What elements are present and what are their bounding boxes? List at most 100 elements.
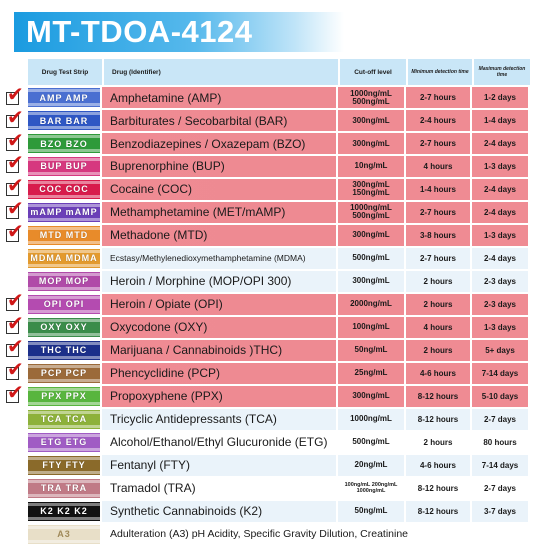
max-detection-time: 3-7 days <box>472 500 528 522</box>
title-banner: MT-TDOA-4124 <box>14 12 344 52</box>
drug-name: Propoxyphene (PPX) <box>102 385 336 407</box>
test-strip-swatch: BAR BAR <box>28 111 100 131</box>
table-row: ✔ BUP BUP Buprenorphine (BUP) 10ng/mL 4 hour… <box>4 152 546 178</box>
min-detection-time: 8-12 hours <box>406 477 470 499</box>
checkbox[interactable]: ✔ <box>4 198 26 222</box>
strip-code: BAR BAR <box>39 115 89 126</box>
checkbox-box <box>6 137 19 151</box>
checkbox-box <box>6 160 19 174</box>
checkbox[interactable]: ✔ <box>4 359 26 383</box>
strip-code: MOP MOP <box>38 276 90 287</box>
drug-name: Heroin / Morphine (MOP/OPI 300) <box>102 270 336 292</box>
cutoff-level: 300ng/mL <box>338 224 404 246</box>
checkbox[interactable] <box>4 271 26 291</box>
header-drug: Drug (Identifier) <box>104 59 338 85</box>
checkbox[interactable] <box>4 248 26 268</box>
checkbox[interactable]: ✔ <box>4 106 26 131</box>
drug-name: Marijuana / Cannabinoids )THC) <box>102 339 336 361</box>
checkbox-box <box>6 298 19 312</box>
max-detection-time: 2-7 days <box>472 477 528 499</box>
checkbox[interactable] <box>4 478 26 498</box>
cutoff-level: 500ng/mL <box>338 431 404 453</box>
cutoff-level: 50ng/mL <box>338 500 404 522</box>
strip-code: PCP PCP <box>40 368 88 379</box>
strip-code: OPI OPI <box>43 299 85 310</box>
checkbox[interactable] <box>4 501 26 521</box>
strip-code: OXY OXY <box>40 322 88 333</box>
checkbox-box <box>6 344 19 358</box>
table-row: ✔ OPI OPI Heroin / Opiate (OPI) 2000ng/mL 2 … <box>4 291 546 316</box>
cutoff-level: 25ng/mL <box>338 362 404 384</box>
checkbox-box <box>6 91 19 105</box>
header-max-detection: Maximum detection time <box>474 59 530 85</box>
drug-name: Heroin / Opiate (OPI) <box>102 293 336 315</box>
checkbox[interactable] <box>4 524 26 544</box>
table-row: ETG ETG Alcohol/Ethanol/Ethyl Glucuronide… <box>4 431 546 454</box>
checkbox-box <box>6 367 19 381</box>
checkbox[interactable] <box>4 432 26 452</box>
checkmark-icon: ✔ <box>7 359 24 382</box>
min-detection-time: 8-12 hours <box>406 500 470 522</box>
test-strip-swatch: MDMA MDMA <box>28 248 100 268</box>
checkmark-icon: ✔ <box>7 129 24 152</box>
checkbox[interactable]: ✔ <box>4 152 26 176</box>
checkbox[interactable]: ✔ <box>4 383 26 406</box>
checkbox[interactable]: ✔ <box>4 337 26 360</box>
table-row: ✔ THC THC Marijuana / Cannabinoids )THC) 50… <box>4 337 546 362</box>
table-row: ✔ OXY OXY Oxycodone (OXY) 100ng/mL 4 hours 1-… <box>4 313 546 339</box>
table-row: ✔ PPX PPX Propoxyphene (PPX) 300ng/mL 8-12 h… <box>4 383 546 408</box>
strip-code: FTY FTY <box>42 460 86 471</box>
strip-code: COC COC <box>39 184 89 195</box>
min-detection-time: 1-4 hours <box>406 178 470 200</box>
checkmark-icon: ✔ <box>7 152 24 175</box>
strip-code: THC THC <box>40 345 88 356</box>
test-strip-swatch: mAMP mAMP <box>28 202 100 222</box>
min-detection-time: 2-7 hours <box>406 201 470 223</box>
checkbox-box <box>6 183 19 197</box>
checkbox[interactable]: ✔ <box>4 222 26 245</box>
min-detection-time: 2 hours <box>406 339 470 361</box>
test-strip-swatch: BUP BUP <box>28 156 100 176</box>
checkmark-icon: ✔ <box>7 106 24 129</box>
min-detection-time: 2-4 hours <box>406 110 470 132</box>
table-row: ✔ MTD MTD Methadone (MTD) 300ng/mL 3-8 hours… <box>4 222 546 247</box>
min-detection-time: 2 hours <box>406 293 470 315</box>
min-detection-time: 4 hours <box>406 316 470 338</box>
cutoff-level: 100ng/mL 200ng/mL 1000ng/mL <box>338 477 404 499</box>
checkbox[interactable]: ✔ <box>4 129 26 154</box>
cutoff-level: 10ng/mL <box>338 155 404 177</box>
max-detection-time: 80 hours <box>472 431 528 453</box>
drug-name: Amphetamine (AMP) <box>102 87 336 109</box>
drug-name: Cocaine (COC) <box>102 178 336 200</box>
strip-code: A3 <box>57 529 71 540</box>
drug-name: Tramadol (TRA) <box>102 477 336 499</box>
drug-test-table: Drug Test Strip Drug (Identifier) Cut-of… <box>4 58 546 546</box>
checkbox[interactable] <box>4 455 26 475</box>
drug-name: Barbiturates / Secobarbital (BAR) <box>102 110 336 132</box>
min-detection-time: 2 hours <box>406 270 470 292</box>
table-row: TRA TRA Tramadol (TRA) 100ng/mL 200ng/mL 1… <box>4 477 546 500</box>
table-row: K2 K2 K2 Synthetic Cannabinoids (K2) 50ng/… <box>4 500 546 523</box>
table-row: ✔ PCP PCP Phencyclidine (PCP) 25ng/mL 4-6 ho… <box>4 359 546 385</box>
checkbox-box <box>6 390 19 404</box>
cutoff-level: 300ng/mL <box>338 110 404 132</box>
cutoff-level: 2000ng/mL <box>338 293 404 315</box>
table-row: TCA TCA Tricyclic Antidepressants (TCA) 10… <box>4 408 546 431</box>
max-detection-time: 1-2 days <box>472 87 528 109</box>
min-detection-time: 2-7 hours <box>406 247 470 269</box>
checkmark-icon: ✔ <box>7 313 24 336</box>
checkbox[interactable]: ✔ <box>4 176 26 199</box>
strip-code: BUP BUP <box>40 161 88 172</box>
checkmark-icon: ✔ <box>7 198 24 221</box>
checkbox-box <box>6 114 19 128</box>
checkbox[interactable]: ✔ <box>4 313 26 337</box>
checkbox[interactable]: ✔ <box>4 85 26 108</box>
max-detection-time: 2-4 days <box>472 178 528 200</box>
checkbox[interactable]: ✔ <box>4 291 26 314</box>
min-detection-time: 8-12 hours <box>406 408 470 430</box>
checkbox[interactable] <box>4 409 26 429</box>
max-detection-time: 1-3 days <box>472 316 528 338</box>
table-row: FTY FTY Fentanyl (FTY) 20ng/mL 4-6 hours 7-1… <box>4 454 546 477</box>
table-row: ✔ AMP AMP Amphetamine (AMP) 1000ng/mL 500ng… <box>4 85 546 109</box>
test-strip-swatch: COC COC <box>28 179 100 199</box>
